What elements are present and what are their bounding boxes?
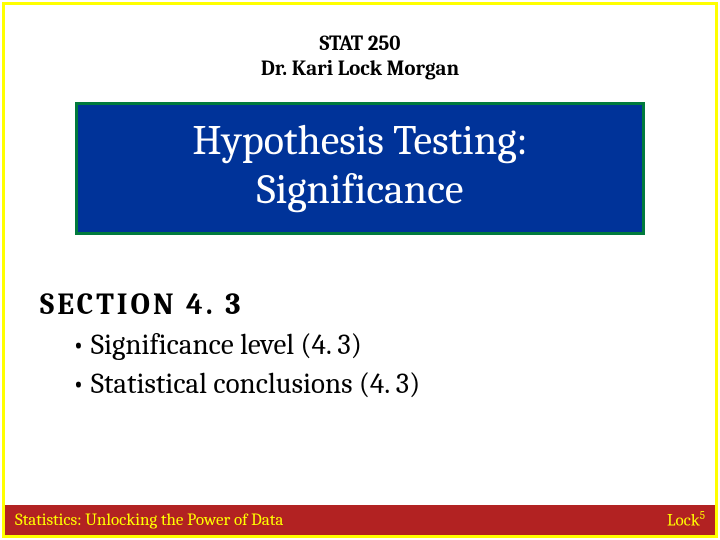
footer-right-sup: 5 [700,509,705,522]
footer-left: Statistics: Unlocking the Power of Data [15,511,283,530]
slide-border [2,2,718,538]
footer-right: Lock5 [667,509,705,531]
slide-footer: Statistics: Unlocking the Power of Data … [5,505,715,535]
footer-right-base: Lock [667,512,700,531]
